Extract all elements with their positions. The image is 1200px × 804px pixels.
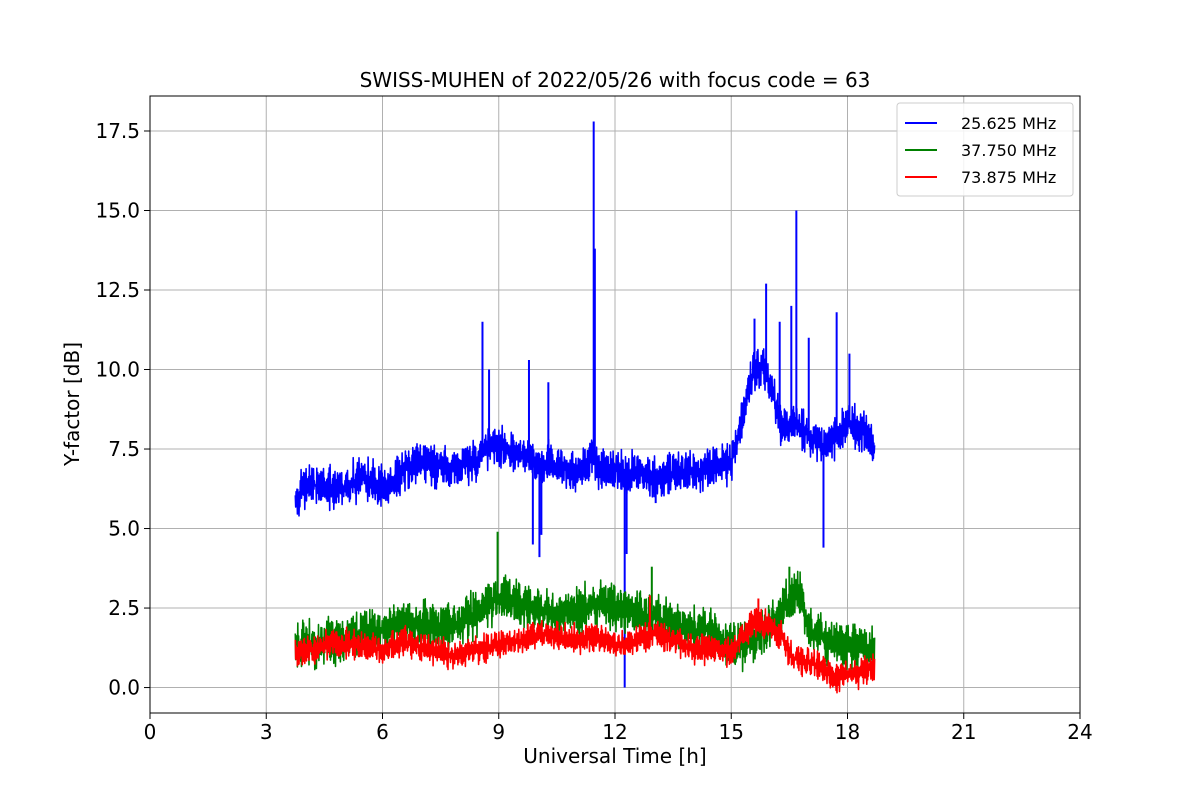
series-group xyxy=(294,121,876,688)
series-group xyxy=(294,595,876,694)
x-tick-label: 15 xyxy=(719,720,744,744)
x-tick-label: 0 xyxy=(144,720,157,744)
ticks-layer: 0 3 6 9 12 15 18 21 24 0.0 2.5 5.0 7.5 10.0 12.5 15.0 17… xyxy=(95,119,1092,744)
x-tick-label: 18 xyxy=(835,720,860,744)
legend: 25.625 MHz 37.750 MHz 73.875 MHz xyxy=(896,102,1074,197)
y-tick-label: 10.0 xyxy=(95,358,140,382)
legend-box xyxy=(896,102,1074,197)
y-tick-label: 0.0 xyxy=(108,676,140,700)
grid-layer xyxy=(149,96,1081,713)
y-tick-label: 12.5 xyxy=(95,278,140,302)
x-tick-label: 24 xyxy=(1067,720,1092,744)
y-tick-label: 2.5 xyxy=(108,596,140,620)
x-tick-label: 12 xyxy=(602,720,627,744)
y-tick-label: 5.0 xyxy=(108,517,140,541)
legend-label: 37.750 MHz xyxy=(961,141,1056,160)
series-line xyxy=(294,348,876,517)
chart-title: SWISS-MUHEN of 2022/05/26 with focus cod… xyxy=(360,68,871,92)
legend-label: 73.875 MHz xyxy=(961,168,1056,187)
y-axis-label: Y-factor [dB] xyxy=(60,342,84,467)
x-axis-label: Universal Time [h] xyxy=(523,744,706,768)
x-tick-label: 9 xyxy=(492,720,505,744)
series-line xyxy=(294,607,876,694)
y-tick-label: 17.5 xyxy=(95,119,140,143)
x-tick-label: 6 xyxy=(376,720,389,744)
x-tick-label: 3 xyxy=(260,720,273,744)
series-layer xyxy=(294,121,876,694)
legend-label: 25.625 MHz xyxy=(961,114,1056,133)
y-tick-label: 7.5 xyxy=(108,437,140,461)
y-tick-label: 15.0 xyxy=(95,198,140,222)
x-tick-label: 21 xyxy=(951,720,976,744)
